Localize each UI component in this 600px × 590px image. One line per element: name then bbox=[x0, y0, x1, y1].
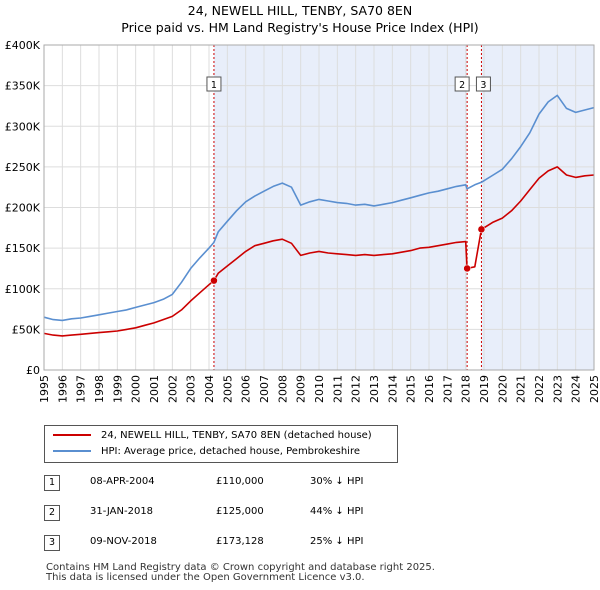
x-tick-label: 1995 bbox=[38, 375, 51, 403]
sale-label-box bbox=[454, 76, 470, 92]
sale-price: £110,000 bbox=[216, 476, 264, 487]
y-tick-label: £250K bbox=[5, 161, 41, 174]
x-tick-label: 2005 bbox=[221, 375, 234, 403]
sale-labels: 1 2 3 bbox=[206, 76, 491, 92]
x-tick-label: 2000 bbox=[130, 375, 143, 403]
title-line-2: Price paid vs. HM Land Registry's House … bbox=[121, 20, 479, 35]
y-axis-ticks: £0 £50K £100K £150K £200K £250K £300K £350K £400… bbox=[5, 39, 41, 377]
legend-label-hpi: HPI: Average price, detached house, Pemb… bbox=[101, 446, 360, 457]
sale-number-badge: 3 bbox=[44, 535, 60, 551]
x-tick-label: 2011 bbox=[331, 375, 344, 403]
x-tick-label: 1996 bbox=[56, 375, 69, 403]
sale-label-text: 3 bbox=[480, 80, 486, 91]
x-tick-label: 2006 bbox=[240, 375, 253, 403]
sale-row: 1 08-APR-2004 £110,000 30% ↓ HPI bbox=[44, 472, 564, 502]
x-tick-label: 1997 bbox=[75, 375, 88, 403]
legend-item-property: 24, NEWELL HILL, TENBY, SA70 8EN (detach… bbox=[53, 429, 372, 443]
sales-table: 1 08-APR-2004 £110,000 30% ↓ HPI 2 31-JA… bbox=[44, 472, 564, 562]
y-tick-label: £200K bbox=[5, 202, 41, 215]
x-tick-label: 2025 bbox=[588, 375, 600, 403]
x-tick-label: 2019 bbox=[478, 375, 491, 403]
y-tick-label: £0 bbox=[26, 364, 40, 377]
y-tick-label: £150K bbox=[5, 242, 41, 255]
x-tick-label: 2015 bbox=[405, 375, 418, 403]
legend-swatch-hpi bbox=[53, 450, 91, 452]
price-chart: 1 2 3 £0 £50K £100K £150K £200K £250K £300K £350K… bbox=[5, 39, 600, 403]
sale-date: 09-NOV-2018 bbox=[90, 536, 157, 547]
x-tick-label: 2009 bbox=[295, 375, 308, 403]
sale-row: 3 09-NOV-2018 £173,128 25% ↓ HPI bbox=[44, 532, 564, 562]
x-tick-label: 2001 bbox=[148, 375, 161, 403]
y-tick-label: £50K bbox=[12, 323, 41, 336]
legend: 24, NEWELL HILL, TENBY, SA70 8EN (detach… bbox=[44, 425, 398, 463]
y-tick-label: £300K bbox=[5, 120, 41, 133]
x-tick-label: 2004 bbox=[203, 375, 216, 403]
x-tick-label: 2010 bbox=[313, 375, 326, 403]
x-tick-label: 2013 bbox=[368, 375, 381, 403]
sale-label-box bbox=[475, 76, 491, 92]
footer-line-2: This data is licensed under the Open Gov… bbox=[46, 572, 365, 583]
sale-label-text: 2 bbox=[459, 80, 465, 91]
sale-hpi-delta: 25% ↓ HPI bbox=[310, 536, 364, 547]
sale-date: 31-JAN-2018 bbox=[90, 506, 154, 517]
y-tick-label: £350K bbox=[5, 80, 41, 93]
x-tick-label: 2008 bbox=[276, 375, 289, 403]
sale-number-badge: 2 bbox=[44, 505, 60, 521]
x-tick-label: 2018 bbox=[460, 375, 473, 403]
sale-label-text: 1 bbox=[211, 80, 217, 91]
hpi-line bbox=[43, 94, 595, 322]
y-tick-label: £100K bbox=[5, 283, 41, 296]
x-tick-label: 2024 bbox=[570, 375, 583, 403]
sale-point bbox=[463, 264, 471, 273]
legend-label-property: 24, NEWELL HILL, TENBY, SA70 8EN (detach… bbox=[101, 430, 372, 441]
x-tick-label: 2017 bbox=[441, 375, 454, 403]
x-tick-label: 2021 bbox=[515, 375, 528, 403]
footer-line-1: Contains HM Land Registry data © Crown c… bbox=[46, 562, 435, 573]
legend-swatch-property bbox=[53, 434, 91, 436]
series bbox=[43, 94, 595, 337]
property-line bbox=[43, 166, 595, 337]
sale-hpi-delta: 30% ↓ HPI bbox=[310, 476, 364, 487]
sale-date: 08-APR-2004 bbox=[90, 476, 155, 487]
x-tick-label: 2016 bbox=[423, 375, 436, 403]
title-line-1: 24, NEWELL HILL, TENBY, SA70 8EN bbox=[187, 3, 413, 18]
sale-label-box bbox=[206, 76, 222, 92]
sale-points bbox=[210, 225, 486, 285]
footer-note: Contains HM Land Registry data © Crown c… bbox=[46, 563, 435, 583]
x-tick-label: 2003 bbox=[185, 375, 198, 403]
x-tick-label: 2002 bbox=[166, 375, 179, 403]
x-tick-label: 2020 bbox=[496, 375, 509, 403]
sale-price: £125,000 bbox=[216, 506, 264, 517]
sale-price: £173,128 bbox=[216, 536, 264, 547]
sale-point bbox=[210, 276, 218, 285]
y-tick-label: £400K bbox=[5, 39, 41, 52]
sale-row: 2 31-JAN-2018 £125,000 44% ↓ HPI bbox=[44, 502, 564, 532]
x-tick-label: 2014 bbox=[386, 375, 399, 403]
x-tick-label: 1999 bbox=[111, 375, 124, 403]
sale-number-badge: 1 bbox=[44, 475, 60, 491]
x-tick-label: 2007 bbox=[258, 375, 271, 403]
sale-hpi-delta: 44% ↓ HPI bbox=[310, 506, 364, 517]
chart-title: 24, NEWELL HILL, TENBY, SA70 8EN Price p… bbox=[0, 2, 600, 36]
x-tick-label: 1998 bbox=[93, 375, 106, 403]
plot-border bbox=[43, 44, 595, 371]
x-tick-label: 2012 bbox=[350, 375, 363, 403]
x-axis-ticks: 1995 1996 1997 1998 1999 2000 2001 2002 2003 2004… bbox=[38, 375, 600, 403]
x-tick-label: 2022 bbox=[533, 375, 546, 403]
x-tick-label: 2023 bbox=[551, 375, 564, 403]
legend-item-hpi: HPI: Average price, detached house, Pemb… bbox=[53, 445, 360, 459]
sale-point bbox=[477, 225, 486, 234]
